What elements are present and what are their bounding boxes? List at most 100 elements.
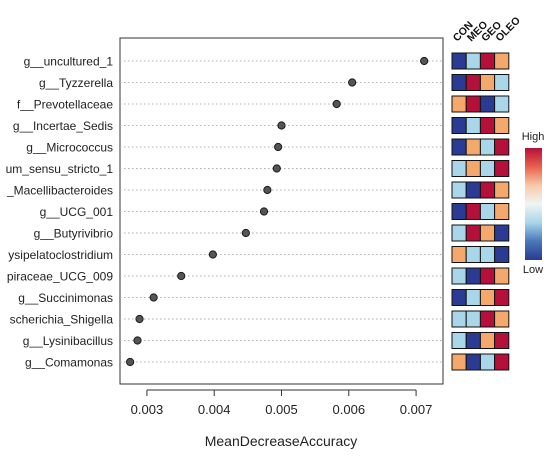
- heatmap-cell: [479, 332, 496, 349]
- heatmap: [451, 52, 510, 371]
- y-tick-label: g__Lysinibacillus: [23, 334, 113, 348]
- data-point: [272, 164, 281, 173]
- heatmap-cell: [494, 289, 510, 306]
- data-point: [208, 250, 217, 259]
- heatmap-cell: [465, 224, 481, 242]
- heatmap-cell: [451, 267, 467, 285]
- heatmap-cell: [465, 203, 481, 220]
- x-tick-label: 0.003: [131, 402, 164, 417]
- x-axis: 0.003 0.004 0.005 0.006 0.007: [131, 389, 433, 417]
- colorbar-low-label: Low: [523, 264, 543, 276]
- heatmap-cell: [451, 224, 467, 242]
- data-point: [332, 99, 341, 109]
- y-tick-label: _Macellibacteroides: [6, 184, 113, 198]
- heatmap-cell: [465, 332, 481, 349]
- heatmap-cell: [451, 117, 467, 134]
- heatmap-cell: [479, 310, 496, 328]
- heatmap-cell: [479, 74, 496, 91]
- heatmap-cell: [494, 224, 510, 242]
- heatmap-cell: [479, 267, 496, 285]
- heatmap-cell: [479, 289, 496, 306]
- data-point: [274, 142, 283, 152]
- heatmap-cell: [451, 138, 467, 156]
- heatmap-cell: [451, 95, 467, 113]
- heatmap-cell: [451, 74, 467, 91]
- heatmap-cell: [494, 117, 510, 134]
- heatmap-cell: [494, 138, 510, 156]
- heatmap-cell: [494, 52, 510, 70]
- heatmap-cell: [494, 74, 510, 91]
- heatmap-cell: [465, 289, 481, 306]
- heatmap-cell: [479, 246, 496, 263]
- heatmap-cell: [479, 203, 496, 220]
- heatmap-cell: [451, 353, 467, 371]
- y-axis-labels: g__uncultured_1 g__Tyzzerella f__Prevotell…: [6, 55, 114, 370]
- y-tick-label: piraceae_UCG_009: [7, 270, 113, 284]
- heatmap-cell: [451, 289, 467, 306]
- heatmap-cell: [479, 353, 496, 371]
- data-point: [133, 336, 142, 345]
- x-axis-title: MeanDecreaseAccuracy: [205, 433, 358, 449]
- data-point: [259, 207, 269, 216]
- heatmap-cell: [465, 310, 481, 328]
- y-tick-label: g__Succinimonas: [18, 291, 113, 305]
- heatmap-cell: [451, 203, 467, 220]
- data-point: [241, 228, 250, 238]
- data-point: [348, 78, 357, 87]
- heatmap-cell: [479, 181, 496, 199]
- x-tick-label: 0.007: [400, 402, 433, 417]
- data-point: [263, 185, 272, 195]
- heatmap-cell: [451, 310, 467, 328]
- heatmap-cell: [479, 117, 496, 134]
- y-tick-label: g__Tyzzerella: [39, 76, 113, 90]
- heatmap-cell: [465, 267, 481, 285]
- x-tick-label: 0.005: [265, 402, 298, 417]
- heatmap-cell: [465, 138, 481, 156]
- heatmap-cell: [479, 95, 496, 113]
- heatmap-cell: [465, 117, 481, 134]
- y-tick-label: um_sensu_stricto_1: [6, 162, 114, 176]
- heatmap-cell: [451, 246, 467, 263]
- heatmap-cell: [494, 160, 510, 177]
- heatmap-cell: [494, 332, 510, 349]
- heatmap-cell: [465, 181, 481, 199]
- data-points: [125, 56, 429, 367]
- data-point: [135, 314, 144, 324]
- heatmap-cell: [465, 353, 481, 371]
- y-tick-label: g__uncultured_1: [24, 55, 114, 69]
- heatmap-cell: [479, 52, 496, 70]
- heatmap-cell: [494, 95, 510, 113]
- data-point: [420, 56, 429, 66]
- heatmap-cell: [494, 310, 510, 328]
- heatmap-cell: [451, 332, 467, 349]
- heatmap-cell: [494, 267, 510, 285]
- heatmap-cell: [451, 160, 467, 177]
- x-tick-label: 0.004: [198, 402, 231, 417]
- heatmap-cell: [451, 52, 467, 70]
- heatmap-cell: [465, 246, 481, 263]
- y-tick-label: g__Comamonas: [25, 356, 113, 370]
- heatmap-cell: [451, 181, 467, 199]
- data-point: [149, 293, 158, 302]
- y-tick-label: g__Micrococcus: [26, 141, 113, 155]
- x-tick-label: 0.006: [333, 402, 366, 417]
- y-tick-label: g__Incertae_Sedis: [13, 119, 113, 133]
- colorbar-gradient-bar: [525, 148, 542, 260]
- heatmap-cell: [465, 52, 481, 70]
- heatmap-cell: [494, 246, 510, 263]
- heatmap-cell: [465, 95, 481, 113]
- colorbar-legend: High Low: [522, 131, 545, 276]
- y-tick-label: scherichia_Shigella: [10, 313, 114, 327]
- heatmap-cell: [479, 138, 496, 156]
- heatmap-cell: [494, 203, 510, 220]
- grid-lines: [120, 60, 443, 363]
- data-point: [277, 121, 286, 130]
- heatmap-cell: [465, 74, 481, 91]
- y-tick-label: g__Butyrivibrio: [34, 227, 114, 241]
- y-tick-label: f__Prevotellaceae: [17, 98, 113, 112]
- colorbar-high-label: High: [522, 131, 545, 143]
- heatmap-cell: [479, 224, 496, 242]
- heatmap-cell: [465, 160, 481, 177]
